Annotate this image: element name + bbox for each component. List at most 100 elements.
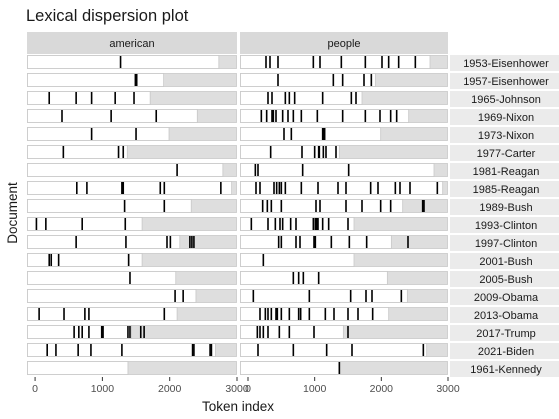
occurrence-mark	[135, 128, 137, 140]
occurrence-mark	[114, 92, 116, 104]
occurrence-mark	[300, 110, 303, 122]
doc-length-bar	[240, 343, 428, 357]
occurrence-mark	[191, 344, 194, 356]
doc-length-bar	[27, 235, 181, 249]
doc-strip	[450, 307, 559, 323]
occurrence-mark	[312, 218, 315, 230]
occurrence-mark	[308, 290, 311, 302]
x-tick-label: 0	[32, 383, 38, 395]
doc-length-bar	[240, 253, 355, 267]
doc-length-bar	[240, 55, 431, 69]
occurrence-mark	[365, 290, 367, 302]
occurrence-mark	[333, 308, 335, 320]
occurrence-mark	[280, 200, 283, 212]
occurrence-mark	[78, 326, 80, 338]
doc-label-1981-reagan: 1981-Reagan	[473, 166, 540, 178]
occurrence-mark	[325, 344, 328, 356]
occurrence-mark	[313, 236, 315, 248]
occurrence-mark	[273, 182, 275, 194]
doc-length-bar	[240, 73, 376, 87]
occurrence-mark	[315, 218, 318, 230]
occurrence-mark	[280, 308, 283, 320]
doc-length-bar	[27, 361, 129, 375]
occurrence-mark	[169, 236, 172, 248]
doc-strip	[450, 253, 559, 269]
occurrence-mark	[314, 236, 317, 248]
occurrence-mark	[88, 326, 90, 338]
occurrence-mark	[159, 182, 162, 194]
occurrence-mark	[110, 110, 112, 122]
occurrence-mark	[387, 56, 390, 68]
occurrence-mark	[90, 92, 93, 104]
occurrence-mark	[271, 110, 273, 122]
occurrence-mark	[315, 200, 317, 212]
occurrence-mark	[389, 200, 392, 212]
doc-label-2021-biden: 2021-Biden	[478, 346, 534, 358]
doc-strip	[450, 109, 559, 125]
occurrence-mark	[129, 326, 131, 338]
occurrence-mark	[88, 308, 90, 320]
occurrence-mark	[317, 218, 319, 230]
occurrence-mark	[299, 236, 301, 248]
occurrence-mark	[124, 218, 127, 230]
occurrence-mark	[265, 56, 267, 68]
occurrence-mark	[277, 74, 279, 86]
occurrence-mark	[121, 182, 123, 194]
occurrence-mark	[259, 182, 261, 194]
occurrence-mark	[436, 182, 439, 194]
occurrence-mark	[308, 308, 311, 320]
doc-label-2005-bush: 2005-Bush	[479, 274, 532, 286]
occurrence-mark	[293, 92, 296, 104]
x-tick-label: 1000	[91, 383, 115, 395]
occurrence-mark	[399, 182, 401, 194]
occurrence-mark	[257, 344, 259, 356]
occurrence-mark	[379, 200, 382, 212]
occurrence-mark	[265, 110, 268, 122]
occurrence-mark	[269, 146, 272, 158]
document-rows: 1953-Eisenhower 1957-Eisenhower 1965-Johns…	[27, 55, 559, 377]
occurrence-mark	[100, 326, 103, 338]
occurrence-mark	[267, 308, 269, 320]
occurrence-mark	[379, 110, 381, 122]
occurrence-mark	[63, 308, 65, 320]
occurrence-mark	[276, 308, 279, 320]
occurrence-mark	[189, 236, 191, 248]
occurrence-mark	[301, 146, 303, 158]
occurrence-mark	[277, 236, 280, 248]
occurrence-mark	[272, 110, 275, 122]
doc-length-bar	[240, 181, 444, 195]
occurrence-mark	[371, 290, 373, 302]
doc-strip	[450, 181, 559, 197]
occurrence-mark	[316, 110, 319, 122]
occurrence-mark	[143, 326, 145, 338]
occurrence-mark	[121, 344, 123, 356]
occurrence-mark	[102, 326, 104, 338]
occurrence-mark	[350, 92, 353, 104]
occurrence-mark	[123, 200, 126, 212]
doc-label-1989-bush: 1989-Bush	[479, 202, 532, 214]
doc-length-bar	[240, 109, 410, 123]
occurrence-mark	[266, 200, 269, 212]
occurrence-mark	[193, 236, 195, 248]
occurrence-mark	[312, 56, 315, 68]
doc-length-bar	[27, 217, 143, 231]
occurrence-mark	[77, 344, 79, 356]
occurrence-mark	[261, 200, 264, 212]
occurrence-mark	[134, 74, 137, 86]
occurrence-mark	[347, 164, 350, 176]
occurrence-mark	[48, 92, 51, 104]
doc-length-bar	[240, 145, 340, 159]
occurrence-mark	[139, 326, 142, 338]
doc-length-bar	[27, 163, 224, 177]
x-axis-title: Token index	[202, 399, 274, 414]
doc-length-bar	[240, 127, 382, 141]
occurrence-mark	[163, 308, 166, 320]
occurrence-mark	[122, 146, 125, 158]
doc-strip	[450, 127, 559, 143]
occurrence-mark	[81, 326, 83, 338]
occurrence-mark	[423, 200, 425, 212]
occurrence-mark	[255, 182, 257, 194]
doc-label-1957-eisenhower: 1957-Eisenhower	[463, 76, 549, 88]
occurrence-mark	[349, 290, 352, 302]
